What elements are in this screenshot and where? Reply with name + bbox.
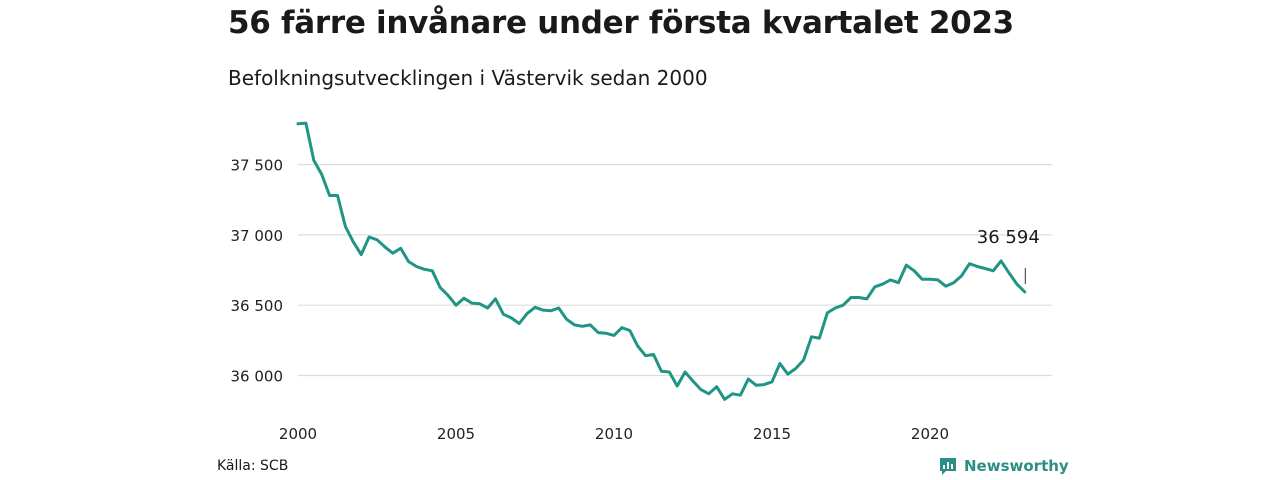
x-tick-label: 2000 bbox=[279, 425, 317, 443]
series-line bbox=[296, 121, 1027, 401]
source-note: Källa: SCB bbox=[217, 458, 289, 474]
chart-subtitle: Befolkningsutvecklingen i Västervik seda… bbox=[228, 66, 708, 90]
annotation-label: 36 594 bbox=[977, 227, 1040, 248]
y-tick-label: 36 000 bbox=[231, 368, 284, 386]
brand-logo: Newsworthy bbox=[938, 456, 1069, 476]
y-tick-label: 36 500 bbox=[231, 297, 284, 315]
y-tick-label: 37 000 bbox=[231, 227, 284, 245]
chart-title: 56 färre invånare under första kvartalet… bbox=[228, 5, 1014, 41]
x-tick-label: 2010 bbox=[595, 425, 633, 443]
x-tick-label: 2020 bbox=[911, 425, 949, 443]
bar-chart-icon bbox=[940, 458, 956, 475]
x-tick-label: 2005 bbox=[437, 425, 475, 443]
x-tick-label: 2015 bbox=[753, 425, 791, 443]
y-tick-label: 37 500 bbox=[231, 157, 284, 175]
brand-name: Newsworthy bbox=[964, 457, 1069, 475]
